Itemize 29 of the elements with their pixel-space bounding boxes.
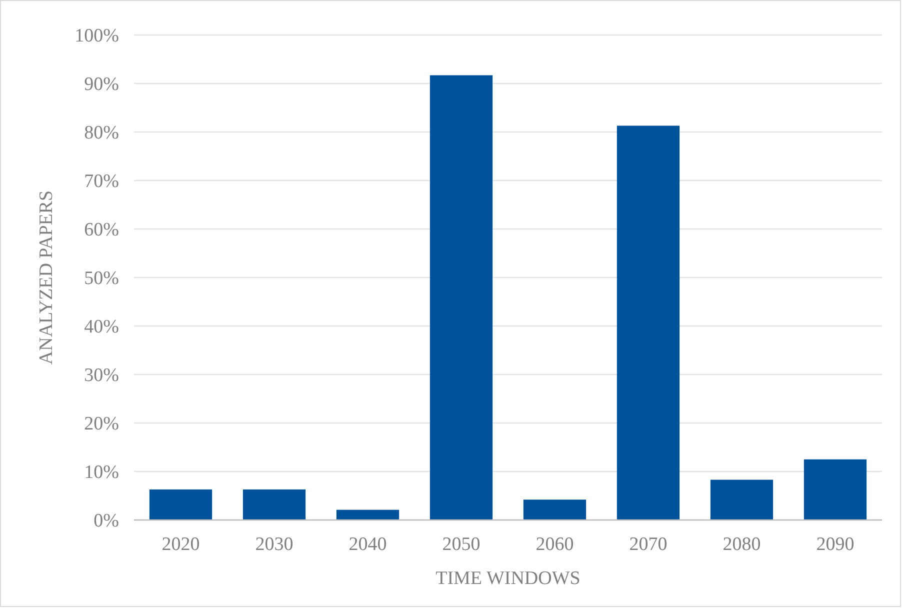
y-tick-label: 90% (84, 74, 120, 96)
x-tick-label: 2060 (536, 534, 574, 555)
y-tick-label: 80% (84, 122, 120, 144)
x-tick-label: 2090 (816, 534, 854, 555)
y-tick-label: 0% (94, 510, 120, 532)
x-tick-label: 2020 (162, 534, 200, 555)
bar (804, 459, 867, 520)
bar (616, 126, 680, 520)
x-tick-label: 2070 (629, 534, 668, 555)
bar (149, 489, 212, 520)
bar (710, 480, 774, 520)
y-tick-label: 30% (84, 365, 120, 386)
x-tick-label: 2030 (255, 534, 294, 555)
y-tick-label: 40% (84, 316, 120, 338)
x-tick-label: 2080 (722, 534, 761, 555)
y-tick-label: 100% (74, 26, 120, 47)
x-tick-label: 2050 (442, 534, 480, 555)
x-axis-title: TIME WINDOWS (436, 568, 580, 589)
y-tick-label: 50% (84, 268, 120, 290)
y-tick-label: 60% (84, 220, 120, 241)
y-tick-label: 20% (84, 414, 120, 435)
x-tick-label: 2040 (348, 534, 387, 555)
bar (242, 489, 306, 520)
bar (523, 500, 586, 520)
y-tick-label: 70% (84, 171, 120, 192)
y-tick-label: 10% (84, 462, 120, 484)
bar (336, 510, 400, 520)
bar (430, 75, 493, 520)
y-axis-title: ANALYZED PAPERS (36, 190, 57, 365)
